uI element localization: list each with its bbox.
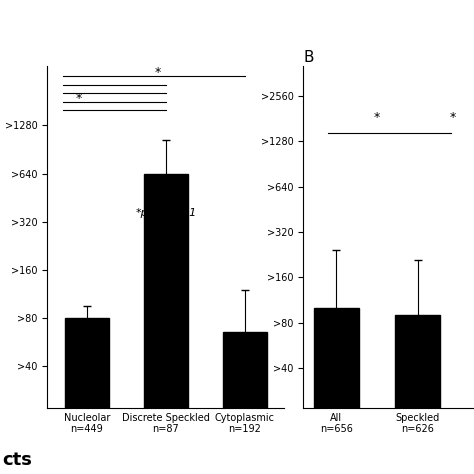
Bar (65, 318, 109, 474)
Text: *p<0.0001: *p<0.0001 (136, 208, 197, 218)
Bar (223, 332, 266, 474)
Text: cts: cts (2, 450, 32, 468)
Bar (144, 173, 188, 474)
Text: *: * (374, 111, 380, 124)
Bar (314, 308, 359, 474)
Text: *: * (449, 111, 456, 124)
Text: B: B (303, 50, 314, 65)
Text: *: * (155, 66, 161, 79)
Bar (395, 315, 440, 474)
Text: *: * (76, 91, 82, 105)
